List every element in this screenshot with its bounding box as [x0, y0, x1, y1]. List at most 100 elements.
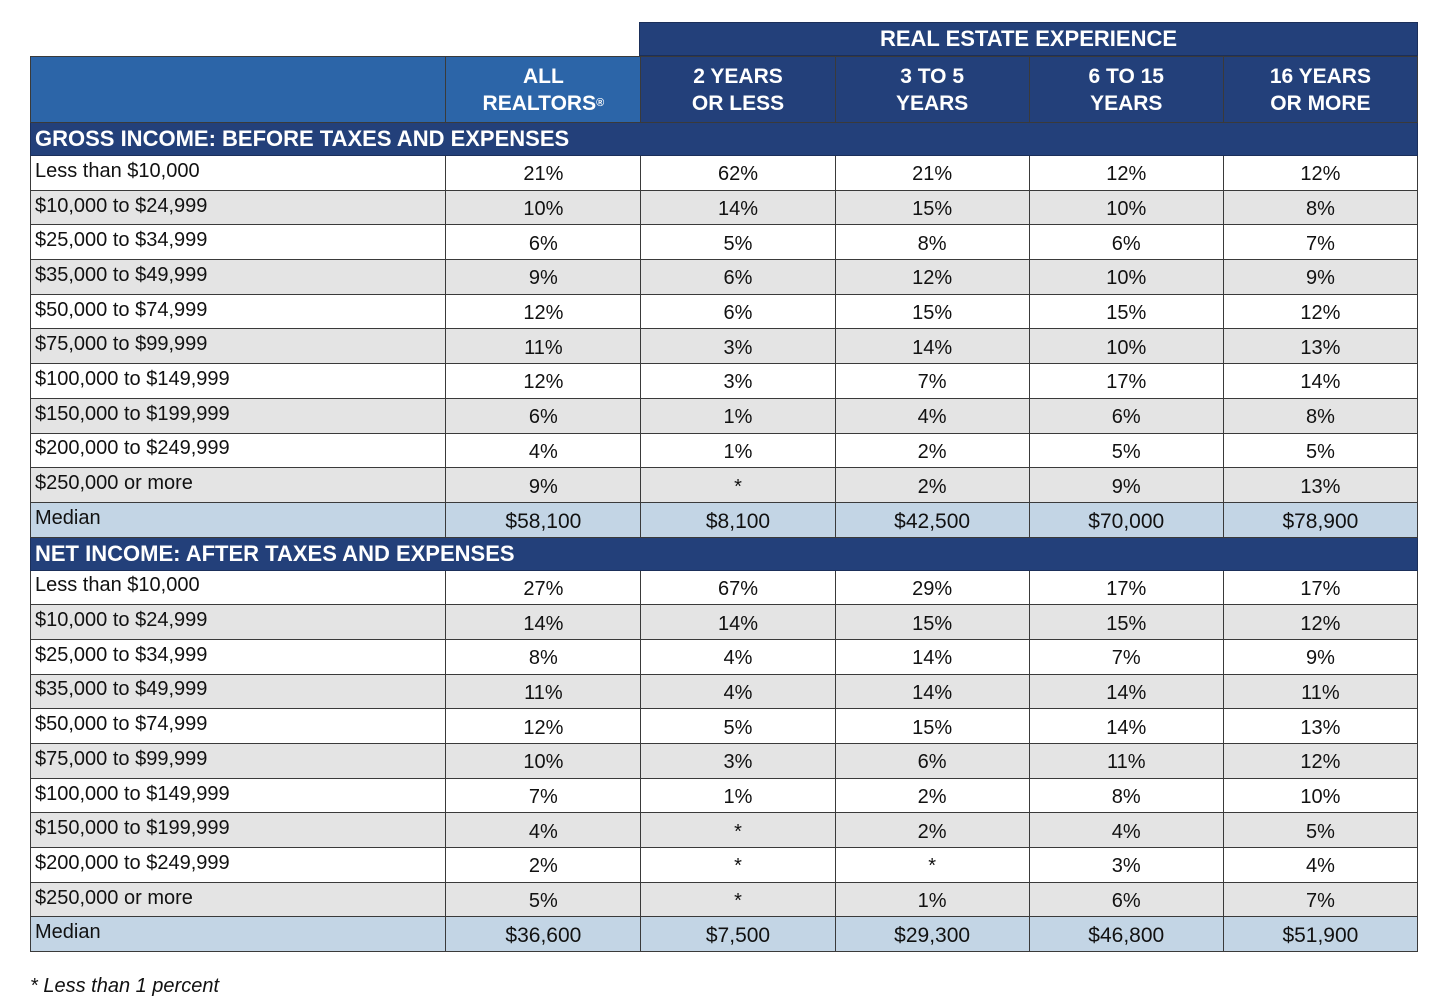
column-header-line2: YEARS: [895, 91, 969, 115]
table-cell: 12%: [445, 708, 642, 744]
registered-mark: ®: [596, 96, 605, 109]
table-cell: 67%: [640, 569, 836, 606]
table-cell: 7%: [1222, 881, 1419, 918]
row-label: Less than $10,000: [29, 155, 447, 191]
table-cell: 10%: [1028, 328, 1224, 365]
median-row: Median $36,600 $7,500 $29,300 $46,800 $51,900: [29, 916, 1419, 953]
table-row: $35,000 to $49,999 9% 6% 12% 10% 9%: [29, 259, 1419, 295]
table-cell: 8%: [1028, 777, 1224, 814]
table-cell: 4%: [1028, 812, 1224, 849]
table-cell: 6%: [640, 293, 836, 330]
table-cell: 5%: [640, 708, 836, 744]
table-row: Less than $10,000 21% 62% 21% 12% 12%: [29, 155, 1419, 191]
table-cell: 14%: [1222, 363, 1419, 399]
section-header-row: NET INCOME: AFTER TAXES AND EXPENSES: [30, 536, 1418, 571]
row-label: $50,000 to $74,999: [29, 293, 447, 330]
row-label: $250,000 or more: [29, 467, 447, 503]
table-cell: 21%: [445, 155, 642, 191]
row-label: $75,000 to $99,999: [29, 328, 447, 365]
row-label: $200,000 to $249,999: [29, 432, 447, 469]
table-cell: 14%: [834, 328, 1030, 365]
table-cell: 12%: [1222, 293, 1419, 330]
column-header-line1: 6 TO 15: [1088, 64, 1165, 88]
table-cell: 13%: [1222, 708, 1419, 744]
table-cell: 11%: [445, 673, 642, 710]
column-header-line1: ALL: [522, 64, 564, 88]
table-cell: 27%: [445, 569, 642, 606]
table-row: $10,000 to $24,999 14% 14% 15% 15% 12%: [29, 604, 1419, 640]
column-header-line1: 3 TO 5: [900, 64, 965, 88]
table-cell: 4%: [640, 638, 836, 675]
table-cell: 1%: [834, 881, 1030, 918]
median-cell: $36,600: [445, 916, 642, 953]
table-cell: 6%: [834, 743, 1030, 779]
table-cell: 2%: [834, 432, 1030, 469]
median-cell: $42,500: [834, 501, 1030, 538]
column-header-row: ALL REALTORS® 2 YEARS OR LESS 3 TO 5 YEA…: [29, 56, 1419, 123]
table-cell: 13%: [1222, 467, 1419, 503]
section-header-row: GROSS INCOME: BEFORE TAXES AND EXPENSES: [30, 122, 1418, 156]
row-label: $35,000 to $49,999: [29, 673, 447, 710]
table-cell: 15%: [1028, 293, 1224, 330]
table-cell: 15%: [834, 604, 1030, 640]
row-label: $25,000 to $34,999: [29, 638, 447, 675]
table-cell: 8%: [1222, 397, 1419, 434]
table-cell: 10%: [1222, 777, 1419, 814]
table-cell: 11%: [1028, 743, 1224, 779]
table-cell: *: [640, 881, 836, 918]
table-cell: 8%: [1222, 189, 1419, 226]
table-cell: 4%: [445, 432, 642, 469]
row-label: $50,000 to $74,999: [29, 708, 447, 744]
table-cell: *: [640, 847, 836, 883]
median-row: Median $58,100 $8,100 $42,500 $70,000 $78,900: [29, 501, 1419, 538]
table-cell: 12%: [834, 259, 1030, 295]
row-label: $10,000 to $24,999: [29, 189, 447, 226]
table-cell: 2%: [834, 777, 1030, 814]
column-header-6-to-15-years: 6 TO 15 YEARS: [1028, 56, 1224, 123]
table-row: Less than $10,000 27% 67% 29% 17% 17%: [29, 569, 1419, 606]
table-cell: 1%: [640, 397, 836, 434]
median-cell: $46,800: [1028, 916, 1224, 953]
section-title: NET INCOME: AFTER TAXES AND EXPENSES: [30, 536, 1418, 571]
table-cell: 9%: [445, 467, 642, 503]
table-row: $75,000 to $99,999 10% 3% 6% 11% 12%: [29, 743, 1419, 779]
table-cell: 12%: [1222, 604, 1419, 640]
table-row: $25,000 to $34,999 8% 4% 14% 7% 9%: [29, 638, 1419, 675]
row-label: $100,000 to $149,999: [29, 777, 447, 814]
table-cell: 1%: [640, 432, 836, 469]
table-cell: 5%: [1028, 432, 1224, 469]
row-label: Less than $10,000: [29, 569, 447, 606]
table-row: $200,000 to $249,999 2% * * 3% 4%: [29, 847, 1419, 883]
table-cell: 15%: [1028, 604, 1224, 640]
table-body: GROSS INCOME: BEFORE TAXES AND EXPENSES L…: [29, 122, 1419, 953]
table-row: $50,000 to $74,999 12% 6% 15% 15% 12%: [29, 293, 1419, 330]
column-header-line2: OR LESS: [691, 91, 785, 115]
table-cell: 6%: [1028, 397, 1224, 434]
table-row: $100,000 to $149,999 12% 3% 7% 17% 14%: [29, 363, 1419, 399]
column-header-line1: 16 YEARS: [1269, 64, 1371, 88]
table-cell: 5%: [640, 224, 836, 261]
table-row: $200,000 to $249,999 4% 1% 2% 5% 5%: [29, 432, 1419, 469]
column-header-3-to-5-years: 3 TO 5 YEARS: [834, 56, 1030, 123]
table-cell: 5%: [1222, 432, 1419, 469]
table-cell: 12%: [1028, 155, 1224, 191]
table-cell: 29%: [834, 569, 1030, 606]
table-cell: 17%: [1028, 569, 1224, 606]
table-cell: 9%: [1222, 259, 1419, 295]
row-label: $25,000 to $34,999: [29, 224, 447, 261]
median-cell: $51,900: [1222, 916, 1419, 953]
table-cell: 7%: [445, 777, 642, 814]
column-header-line1: 2 YEARS: [693, 64, 783, 88]
table-cell: 62%: [640, 155, 836, 191]
table-cell: 4%: [640, 673, 836, 710]
table-cell: 6%: [1028, 224, 1224, 261]
median-cell: $8,100: [640, 501, 836, 538]
table-cell: 14%: [834, 638, 1030, 675]
table-cell: 7%: [1028, 638, 1224, 675]
table-cell: 14%: [1028, 673, 1224, 710]
column-header-all-realtors: ALL REALTORS®: [445, 56, 642, 123]
header-blank-cell: [29, 56, 447, 123]
table-cell: 7%: [1222, 224, 1419, 261]
table-cell: 3%: [640, 328, 836, 365]
row-label: $150,000 to $199,999: [29, 812, 447, 849]
